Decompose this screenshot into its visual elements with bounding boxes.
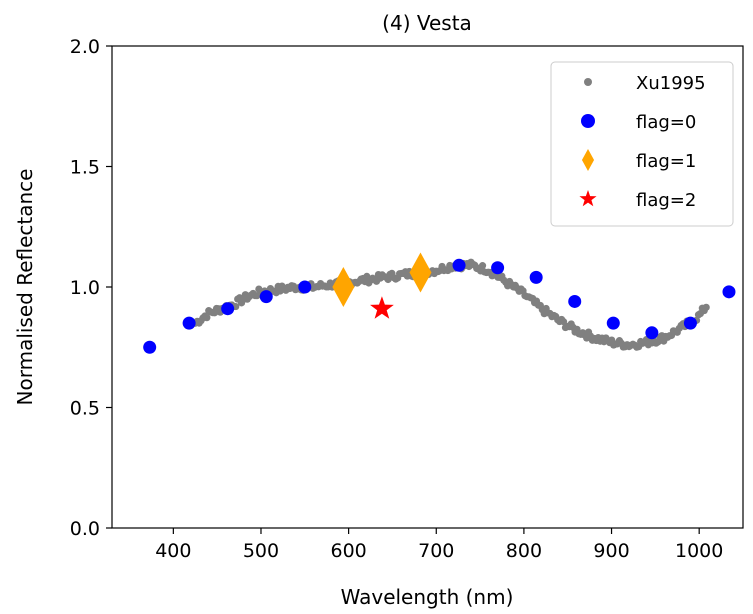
y-tick-label: 0.0: [70, 518, 100, 540]
flag-0-point: [606, 316, 620, 330]
x-axis: 400 500 600 700 800 900 1000: [155, 528, 723, 562]
x-tick-label: 400: [155, 540, 191, 562]
legend-entry: Xu1995: [584, 73, 706, 94]
flag-0-point: [259, 290, 273, 304]
series-flag-1: [332, 252, 432, 307]
flag-0-point: [298, 280, 312, 294]
legend-label: flag=2: [636, 190, 696, 211]
x-tick-label: 900: [593, 540, 629, 562]
x-tick-label: 500: [243, 540, 279, 562]
legend-label: flag=1: [636, 151, 696, 172]
y-tick-label: 0.5: [70, 398, 100, 420]
flag-0-point: [568, 294, 582, 308]
x-tick-label: 600: [330, 540, 366, 562]
flag-0-point: [182, 316, 196, 330]
flag-0-point: [452, 258, 466, 272]
legend: Xu1995 flag=0 flag=1 flag=2: [550, 61, 734, 227]
flag-0-point: [221, 302, 235, 316]
xu1995-point: [702, 303, 710, 311]
x-axis-label: Wavelength (nm): [341, 585, 514, 609]
legend-entry: flag=2: [579, 190, 696, 211]
flag-0-point: [529, 270, 543, 284]
y-tick-label: 1.5: [70, 157, 100, 179]
y-tick-label: 1.0: [70, 277, 100, 299]
legend-entry: flag=0: [581, 112, 696, 133]
legend-label: flag=0: [636, 112, 696, 133]
xu1995-point: [478, 262, 487, 270]
flag-0-point: [722, 285, 736, 299]
flag-0-point: [143, 340, 157, 354]
legend-marker: [581, 149, 595, 171]
legend-entry: flag=1: [581, 149, 696, 172]
y-axis-label: Normalised Reflectance: [13, 169, 37, 406]
x-tick-label: 800: [506, 540, 542, 562]
legend-box: [550, 61, 734, 227]
legend-label: Xu1995: [636, 73, 706, 94]
legend-marker: [579, 190, 597, 207]
series-flag-0: [143, 258, 736, 354]
flag-1-point: [332, 267, 355, 307]
chart-title: (4) Vesta: [382, 11, 472, 35]
y-axis: 0.0 0.5 1.0 1.5 2.0: [70, 36, 112, 540]
legend-marker: [581, 114, 595, 128]
flag-0-point: [645, 326, 659, 340]
flag-0-point: [683, 316, 697, 330]
flag-1-point: [409, 252, 432, 293]
xu1995-point: [203, 314, 211, 322]
x-tick-label: 1000: [675, 540, 723, 562]
x-tick-label: 700: [418, 540, 454, 562]
flag-2-point: [370, 296, 394, 319]
flag-0-point: [491, 261, 505, 275]
plot-marks: [143, 252, 736, 354]
legend-marker: [584, 78, 592, 86]
series-flag-2: [370, 296, 394, 319]
y-tick-label: 2.0: [70, 36, 100, 58]
